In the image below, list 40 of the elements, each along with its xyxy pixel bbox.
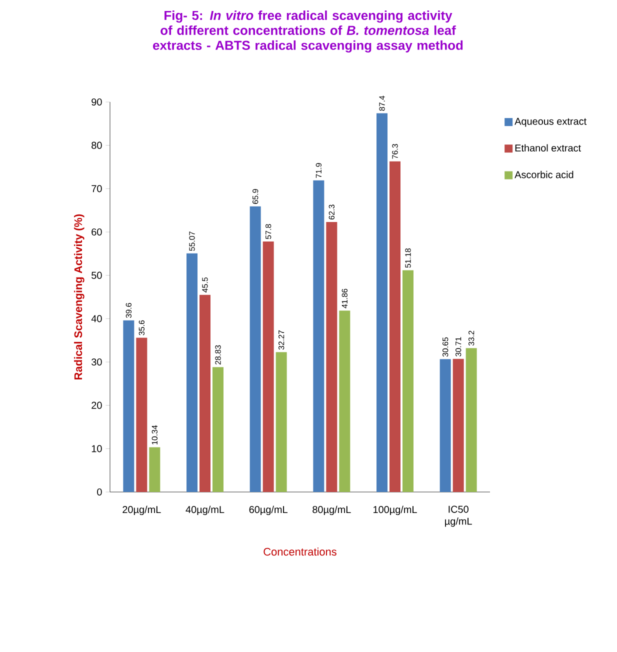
x-tick-label: 80µg/mL bbox=[312, 506, 351, 516]
bar bbox=[123, 320, 134, 492]
bar bbox=[250, 206, 261, 492]
bar bbox=[326, 222, 338, 492]
y-tick-label: 80 bbox=[92, 142, 102, 149]
y-tick-label: 40 bbox=[91, 315, 102, 322]
legend-label: Ethanol extract bbox=[515, 144, 581, 152]
bar bbox=[440, 359, 451, 492]
bar bbox=[390, 161, 400, 492]
x-axis-title: Concentrations bbox=[264, 548, 336, 556]
legend-label: Aqueous extract bbox=[514, 118, 586, 127]
x-tick-label: 40µg/mL bbox=[186, 506, 224, 516]
bar bbox=[376, 113, 388, 492]
y-tick-label: 20 bbox=[92, 402, 102, 409]
chart-title: Fig- 5: In vitro free radical scavenging activity of different concentrations of B. tomentosa leaf extracts - ABTS radical scavenging assay method bbox=[153, 10, 463, 53]
bar bbox=[149, 447, 160, 492]
bar bbox=[262, 242, 274, 492]
y-tick-label: 0 bbox=[97, 488, 102, 496]
bar bbox=[452, 358, 464, 492]
y-tick-label: 10 bbox=[92, 445, 102, 452]
x-tick-label: 20µg/mL bbox=[122, 506, 161, 516]
bar bbox=[186, 253, 198, 492]
y-tick-label: 30 bbox=[92, 358, 102, 366]
y-tick-label: 70 bbox=[92, 185, 102, 192]
bar bbox=[339, 310, 350, 492]
bar bbox=[313, 180, 324, 492]
bar bbox=[276, 352, 287, 492]
x-tick-label: 60µg/mL bbox=[249, 506, 288, 516]
bar bbox=[402, 270, 414, 492]
x-tick-label: IC50 µg/mL bbox=[445, 506, 472, 527]
y-axis-title: Radical Scavenging Activity (%) bbox=[74, 214, 84, 380]
y-tick-label: 60 bbox=[92, 228, 102, 236]
bar bbox=[200, 294, 210, 492]
y-tick-label: 90 bbox=[92, 98, 102, 106]
bar bbox=[212, 367, 224, 492]
y-tick-label: 50 bbox=[92, 272, 102, 279]
bar bbox=[136, 338, 148, 492]
legend-label: Ascorbic acid bbox=[514, 170, 574, 178]
bar bbox=[466, 348, 477, 492]
x-tick-label: 100µg/mL bbox=[374, 506, 417, 516]
